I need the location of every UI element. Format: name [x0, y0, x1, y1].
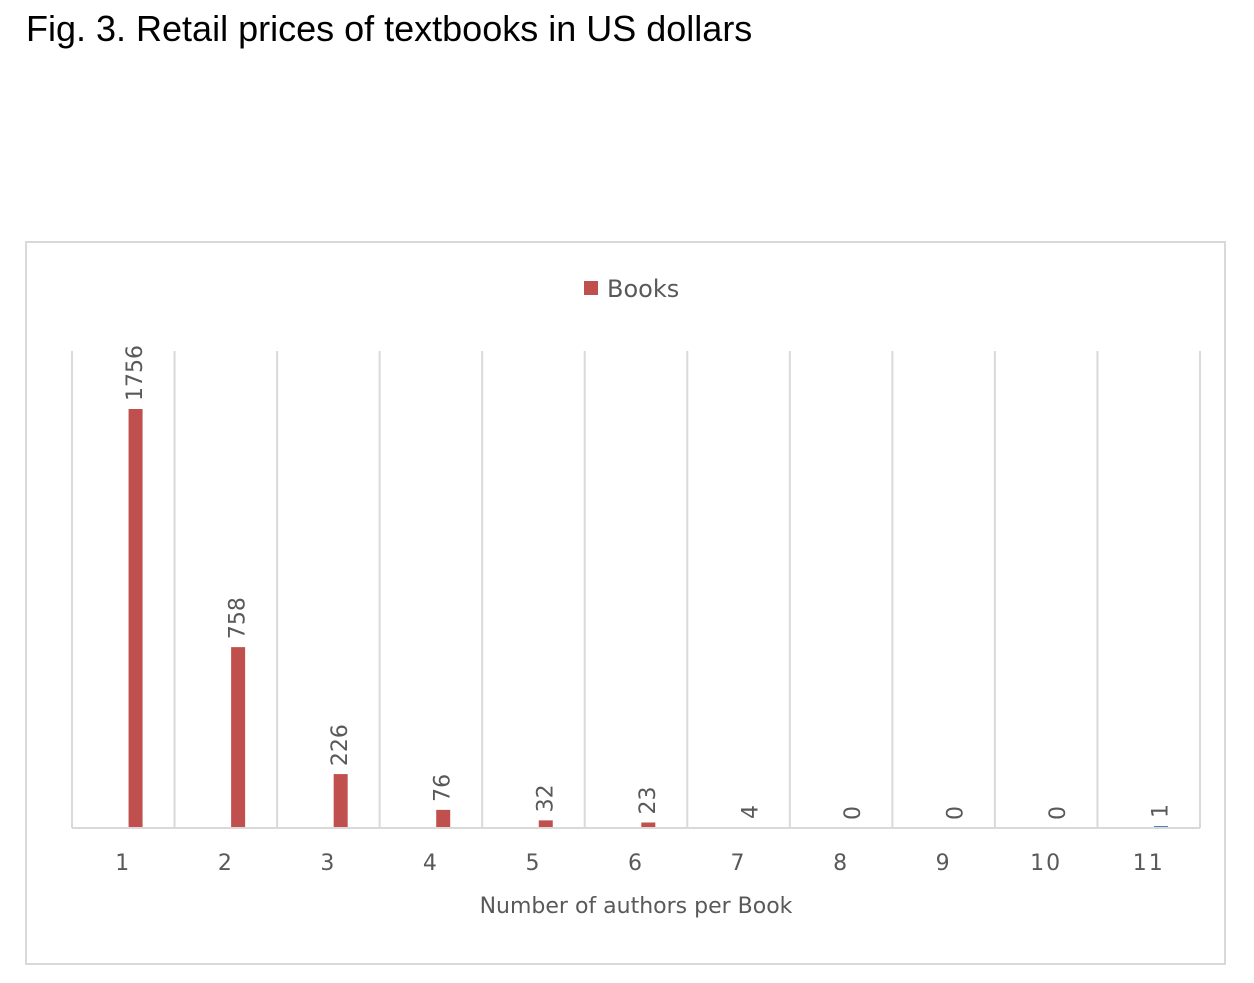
data-label-8: 0: [841, 806, 866, 820]
bar-1: [128, 409, 143, 828]
x-tick-8: 8: [833, 851, 849, 876]
x-tick-11: 11: [1133, 851, 1165, 876]
data-label-1: 1756: [123, 345, 148, 401]
x-tick-9: 9: [936, 851, 952, 876]
x-tick-7: 7: [731, 851, 747, 876]
data-label-6: 23: [636, 787, 661, 815]
data-label-2: 758: [226, 597, 251, 639]
legend-label-books: Books: [607, 275, 679, 303]
chart-frame: [25, 241, 1226, 965]
x-tick-6: 6: [628, 851, 644, 876]
bar-2: [231, 647, 246, 828]
bar-6: [641, 822, 656, 828]
data-labels: 1756 758 226 76 32 23 4 0 0 0 1: [123, 345, 1173, 820]
x-tick-2: 2: [218, 851, 234, 876]
data-label-9: 0: [943, 806, 968, 820]
data-label-5: 32: [533, 784, 558, 812]
x-axis-title: Number of authors per Book: [480, 894, 793, 919]
legend-swatch-books: [584, 281, 598, 295]
x-tick-labels: 1 2 3 4 5 6 7 8 9 10 11: [115, 851, 1165, 876]
gridlines: [71, 351, 1201, 828]
data-label-7: 4: [738, 805, 763, 819]
figure-caption: Fig. 3. Retail prices of textbooks in US…: [26, 8, 753, 49]
bar-3: [333, 774, 348, 828]
data-label-4: 76: [431, 774, 456, 802]
x-tick-5: 5: [525, 851, 541, 876]
bar-4: [436, 809, 451, 828]
x-tick-4: 4: [423, 851, 439, 876]
data-label-10: 0: [1046, 806, 1071, 820]
x-tick-1: 1: [115, 851, 131, 876]
x-tick-10: 10: [1030, 851, 1062, 876]
bars: [128, 409, 1169, 828]
data-label-11: 1: [1149, 804, 1174, 818]
data-label-3: 226: [328, 724, 353, 766]
x-tick-3: 3: [320, 851, 336, 876]
legend: Books: [584, 275, 679, 303]
bar-5: [538, 820, 553, 828]
